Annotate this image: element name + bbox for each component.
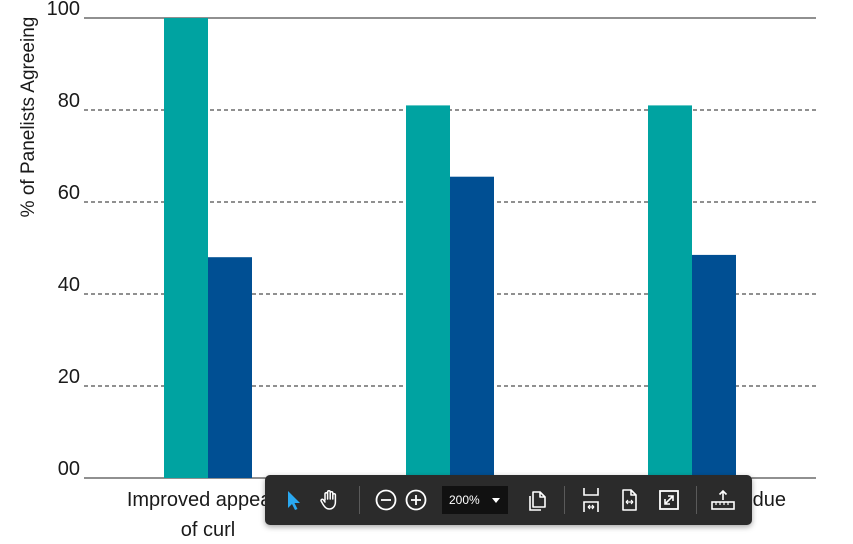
y-tick-labels: 00 20 40 60 80 100	[47, 0, 80, 480]
bar	[164, 18, 208, 478]
fit-height-icon	[583, 488, 599, 512]
zoom-out-icon	[375, 489, 397, 511]
zoom-level-select[interactable]: 200%	[442, 486, 508, 514]
hand-pan-icon	[320, 490, 337, 510]
bar-layer	[164, 18, 736, 479]
toolbar-separator	[564, 486, 565, 514]
copy-pages-icon	[529, 491, 546, 511]
select-tool-button[interactable]	[277, 484, 309, 516]
bar	[208, 257, 252, 478]
zoom-in-icon	[405, 489, 427, 511]
fit-page-icon	[622, 489, 637, 511]
bar	[450, 176, 494, 478]
pdf-viewer-toolbar: 200%	[265, 475, 752, 525]
bar	[648, 105, 692, 479]
zoom-level-value: 200%	[449, 493, 480, 507]
y-tick-label: 60	[58, 182, 80, 204]
fullscreen-button[interactable]	[653, 484, 685, 516]
toolbar-separator	[359, 486, 360, 514]
hand-tool-button[interactable]	[314, 484, 346, 516]
y-tick-label: 80	[58, 90, 80, 112]
bar	[692, 254, 736, 478]
y-axis-label: % of Panelists Agreeing	[18, 17, 39, 218]
y-tick-label: 00	[58, 458, 80, 480]
fit-height-button[interactable]	[575, 484, 607, 516]
fit-page-button[interactable]	[613, 484, 645, 516]
zoom-out-button[interactable]	[370, 484, 402, 516]
bar	[406, 105, 450, 479]
zoom-in-button[interactable]	[400, 484, 432, 516]
y-tick-label: 20	[58, 366, 80, 388]
select-arrow-icon	[288, 491, 300, 510]
x-category-labels: Improved appeara of curl due	[127, 489, 786, 541]
y-tick-label: 100	[47, 0, 80, 20]
chevron-down-icon	[492, 498, 500, 503]
x-category-label: Improved appeara	[127, 489, 290, 511]
x-category-label: of curl	[181, 519, 235, 541]
toolbar-separator	[696, 486, 697, 514]
measure-button[interactable]	[707, 484, 739, 516]
x-category-label: due	[753, 489, 786, 511]
copy-pages-button[interactable]	[521, 484, 553, 516]
fullscreen-icon	[659, 490, 679, 510]
measure-ruler-icon	[711, 489, 735, 510]
y-tick-label: 40	[58, 274, 80, 296]
